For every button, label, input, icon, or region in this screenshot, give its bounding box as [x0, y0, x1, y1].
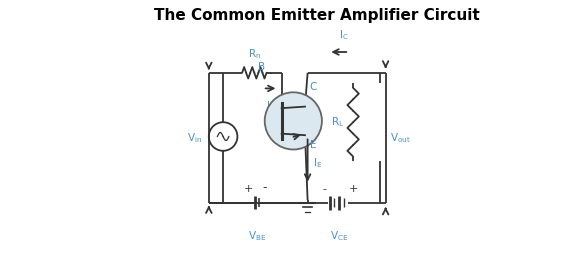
Text: $\mathregular{I_C}$: $\mathregular{I_C}$	[339, 28, 349, 42]
Text: $\mathregular{V_{CE}}$: $\mathregular{V_{CE}}$	[330, 229, 348, 243]
Text: $\mathregular{V_{out}}$: $\mathregular{V_{out}}$	[389, 131, 410, 145]
Text: $\mathregular{I_E}$: $\mathregular{I_E}$	[313, 156, 322, 170]
Text: E: E	[310, 140, 316, 150]
Text: -: -	[263, 181, 267, 194]
Circle shape	[264, 92, 322, 150]
Text: B: B	[258, 62, 264, 72]
Text: The Common Emitter Amplifier Circuit: The Common Emitter Amplifier Circuit	[154, 8, 480, 23]
Text: $\mathregular{R_n}$: $\mathregular{R_n}$	[248, 47, 261, 61]
Text: +: +	[243, 184, 253, 194]
Text: -: -	[322, 184, 326, 194]
Text: $\mathregular{I_B}$: $\mathregular{I_B}$	[266, 99, 275, 113]
Text: $\mathregular{V_{in}}$: $\mathregular{V_{in}}$	[187, 131, 202, 145]
Text: +: +	[348, 184, 358, 194]
Text: C: C	[309, 82, 316, 92]
Text: $\mathregular{V_{BE}}$: $\mathregular{V_{BE}}$	[248, 229, 266, 243]
Text: $\mathregular{R_L}$: $\mathregular{R_L}$	[331, 115, 344, 129]
